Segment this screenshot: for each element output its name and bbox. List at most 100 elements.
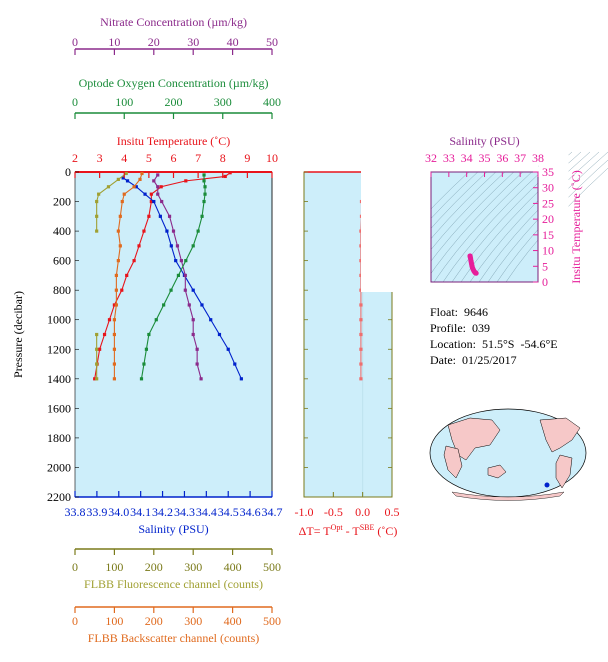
temperature-point [137, 244, 141, 248]
backscatter-point [114, 288, 118, 292]
ts-xtick-label: 34 [461, 151, 473, 165]
pressure-tick-label: 1000 [47, 313, 71, 327]
backscatter-point [120, 199, 124, 204]
nitrate-point [160, 199, 164, 204]
oxygen-point [169, 288, 173, 292]
temperature-point [125, 273, 129, 278]
ts-ytick-label: 10 [542, 244, 554, 258]
temperature-point [142, 229, 146, 233]
ts-xtick-label: 35 [479, 151, 491, 165]
nitrate-tick-label: 10 [108, 35, 120, 49]
nitrate-point [167, 214, 172, 218]
pressure-tick-label: 200 [53, 195, 71, 209]
fluorescence-axis-title: FLBB Fluorescence channel (counts) [84, 577, 263, 591]
ts-xtick-label: 36 [496, 151, 508, 165]
temperature-tick-label: 2 [72, 151, 78, 165]
nitrate-point [195, 362, 199, 366]
oxygen-point [144, 347, 149, 351]
delta-t-point [359, 244, 363, 248]
fluorescence-point [116, 177, 120, 181]
backscatter-point [116, 229, 120, 233]
salinity-point [158, 214, 162, 218]
float-info: Float: 9646 Profile: 039 Location: 51.5°S … [430, 304, 558, 368]
temperature-tick-label: 5 [146, 151, 152, 165]
delta-t-title-part: ΔT= T [299, 524, 332, 538]
delta-t-point [359, 347, 363, 351]
salinity-tick-label: 34.6 [240, 505, 261, 519]
backscatter-point [116, 259, 120, 263]
salinity-point [200, 303, 204, 307]
fluorescence-point [97, 192, 101, 196]
backscatter-tick-label: 0 [72, 614, 78, 628]
nitrate-point [152, 179, 156, 183]
nitrate-tick-label: 50 [266, 35, 278, 49]
nitrate-point [171, 229, 176, 233]
ts-density-contour [478, 151, 600, 283]
pressure-tick-label: 800 [53, 283, 71, 297]
fluorescence-point [95, 377, 99, 381]
pressure-tick-label: 400 [53, 224, 71, 238]
delta-t-title-part: - T [343, 524, 361, 538]
oxygen-point [200, 214, 204, 218]
nitrate-axis-title: Nitrate Concentration (µm/kg) [100, 15, 247, 29]
backscatter-tick-label: 300 [184, 614, 202, 628]
temperature-point [149, 192, 153, 196]
ts-point [473, 270, 479, 276]
delta-t-point [359, 259, 363, 263]
backscatter-tick-label: 500 [263, 614, 281, 628]
salinity-point [152, 199, 156, 204]
ts-title: Salinity (PSU) [449, 134, 519, 148]
fluorescence-point [95, 229, 99, 233]
float-id: Float: 9646 [430, 305, 489, 319]
oxygen-point [203, 185, 207, 189]
salinity-tick-label: 33.8 [65, 505, 86, 519]
oxygen-point [191, 244, 195, 248]
temperature-point [98, 347, 102, 351]
backscatter-point [114, 273, 118, 278]
fluorescence-tick-label: 200 [145, 560, 163, 574]
ts-xtick-label: 37 [514, 151, 526, 165]
fluorescence-tick-label: 0 [72, 560, 78, 574]
backscatter-point [138, 177, 142, 181]
delta-t-point [359, 273, 363, 278]
fluorescence-point [95, 347, 99, 351]
temperature-point [93, 377, 97, 381]
salinity-point [125, 179, 130, 183]
pressure-axis-label: Pressure (decibar) [11, 291, 25, 378]
salinity-tick-label: 33.9 [86, 505, 107, 519]
fluorescence-point [95, 214, 99, 218]
fluorescence-point [106, 185, 111, 189]
fluorescence-tick-label: 300 [184, 560, 202, 574]
fluorescence-point [95, 362, 99, 366]
oxygen-tick-label: 100 [115, 95, 133, 109]
temperature-point [132, 259, 136, 263]
nitrate-point [156, 185, 160, 189]
backscatter-point [118, 214, 122, 218]
pressure-tick-label: 1200 [47, 342, 71, 356]
salinity-point [134, 185, 138, 189]
temperature-point [120, 288, 124, 292]
salinity-point [233, 362, 237, 366]
fluorescence-point [95, 199, 99, 204]
fluorescence-tick-label: 500 [263, 560, 281, 574]
float-location-marker [544, 482, 550, 488]
delta-t-point [359, 318, 363, 322]
ts-ytick-label: 30 [542, 181, 554, 195]
pressure-tick-label: 1600 [47, 401, 71, 415]
pressure-tick-label: 2000 [47, 460, 71, 474]
delta-t-superscript: SBE [360, 523, 375, 532]
location: Location: 51.5°S -54.6°E [430, 337, 558, 351]
profile-panel-bg [74, 171, 273, 498]
oxygen-point [202, 199, 206, 204]
oxygen-point [154, 318, 158, 322]
delta-t-point [359, 229, 363, 233]
date: Date: 01/25/2017 [430, 353, 517, 367]
nitrate-point [156, 192, 160, 196]
temperature-tick-label: 7 [195, 151, 201, 165]
ts-xtick-label: 33 [443, 151, 455, 165]
oxygen-point [139, 377, 144, 381]
ts-ytick-label: 0 [542, 275, 548, 289]
delta-tick-label: -0.5 [324, 505, 343, 519]
nitrate-tick-label: 40 [227, 35, 239, 49]
